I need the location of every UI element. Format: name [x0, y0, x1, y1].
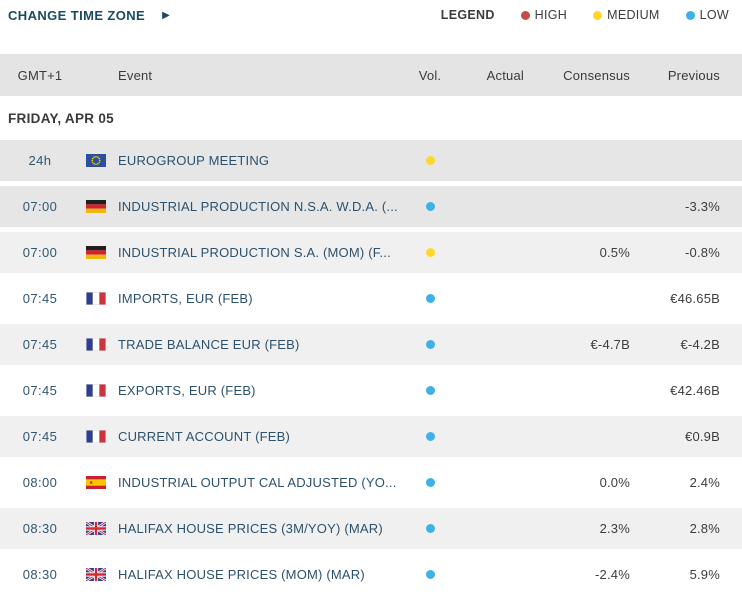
event-row[interactable]: 08:30 HALIFAX HOUSE PRICES (3M/YOY) (MAR… — [0, 508, 742, 549]
legend-item-label: MEDIUM — [607, 8, 660, 22]
event-time: 07:00 — [22, 245, 58, 260]
flag-icon-fr — [80, 338, 112, 351]
event-row[interactable]: 08:30 HALIFAX HOUSE PRICES (MOM) (MAR) -… — [0, 554, 742, 595]
event-title: EXPORTS, EUR (FEB) — [118, 383, 256, 398]
consensus-value: 0.0% — [599, 475, 630, 490]
medium-volatility-dot-icon — [593, 10, 603, 20]
consensus-value: 2.3% — [599, 521, 630, 536]
event-time: 07:45 — [22, 337, 58, 352]
flag-icon-es — [80, 476, 112, 489]
event-rows: 24h EUROGROUP MEETING 07:00 INDUSTRIAL P… — [0, 140, 742, 595]
flag-icon-gb — [80, 568, 112, 581]
flag-icon-fr — [80, 430, 112, 443]
legend-item-label: LOW — [699, 8, 729, 22]
event-time: 07:45 — [22, 383, 58, 398]
legend-item-medium: MEDIUM — [593, 8, 660, 22]
event-title: INDUSTRIAL PRODUCTION N.S.A. W.D.A. (... — [118, 199, 398, 214]
previous-value: €46.65B — [670, 291, 720, 306]
legend: LEGEND HIGH MEDIUM LOW — [441, 8, 729, 22]
volatility-dot-icon — [425, 339, 435, 349]
event-time: 07:00 — [22, 199, 58, 214]
legend-item-label: HIGH — [534, 8, 568, 22]
event-time: 08:30 — [22, 567, 58, 582]
event-title: INDUSTRIAL OUTPUT CAL ADJUSTED (YO... — [118, 475, 397, 490]
column-header-actual: Actual — [486, 67, 524, 83]
event-title: TRADE BALANCE EUR (FEB) — [118, 337, 300, 352]
flag-icon-de — [80, 246, 112, 259]
event-row[interactable]: 07:00 INDUSTRIAL PRODUCTION S.A. (MOM) (… — [0, 232, 742, 273]
toolbar: CHANGE TIME ZONE ▶ LEGEND HIGH MEDIUM LO… — [0, 0, 742, 30]
legend-item-low: LOW — [685, 8, 729, 22]
legend-item-high: HIGH — [520, 8, 568, 22]
change-time-zone-label: CHANGE TIME ZONE — [8, 8, 146, 23]
event-time: 08:30 — [22, 521, 58, 536]
column-header-event: Event — [118, 67, 153, 83]
consensus-value: 0.5% — [599, 245, 630, 260]
event-title: HALIFAX HOUSE PRICES (3M/YOY) (MAR) — [118, 521, 383, 536]
previous-value: €-4.2B — [680, 337, 720, 352]
previous-value: €42.46B — [670, 383, 720, 398]
volatility-dot-icon — [425, 431, 435, 441]
event-row[interactable]: 07:00 INDUSTRIAL PRODUCTION N.S.A. W.D.A… — [0, 186, 742, 227]
flag-icon-fr — [80, 292, 112, 305]
volatility-dot-icon — [425, 293, 435, 303]
volatility-cell — [408, 290, 452, 308]
previous-value: -0.8% — [685, 245, 720, 260]
column-header-previous: Previous — [667, 67, 720, 83]
legend-title: LEGEND — [440, 8, 495, 22]
volatility-dot-icon — [425, 569, 435, 579]
event-time: 24h — [28, 153, 52, 168]
volatility-cell — [408, 382, 452, 400]
volatility-cell — [408, 566, 452, 584]
event-title: CURRENT ACCOUNT (FEB) — [118, 429, 291, 444]
volatility-cell — [408, 198, 452, 216]
event-time: 07:45 — [22, 291, 58, 306]
previous-value: 2.8% — [689, 521, 720, 536]
volatility-cell — [408, 152, 452, 170]
event-title: HALIFAX HOUSE PRICES (MOM) (MAR) — [118, 567, 365, 582]
event-title: INDUSTRIAL PRODUCTION S.A. (MOM) (F... — [118, 245, 391, 260]
table-header: GMT+1 Event Vol. Actual Consensus Previo… — [0, 54, 742, 96]
volatility-dot-icon — [425, 201, 435, 211]
event-title: IMPORTS, EUR (FEB) — [118, 291, 253, 306]
event-time: 07:45 — [22, 429, 58, 444]
volatility-dot-icon — [425, 385, 435, 395]
event-row[interactable]: 07:45 EXPORTS, EUR (FEB) €42.46B — [0, 370, 742, 411]
flag-icon-eu — [80, 154, 112, 167]
volatility-cell — [408, 428, 452, 446]
column-header-time: GMT+1 — [17, 67, 63, 83]
column-header-vol: Vol. — [418, 67, 442, 83]
previous-value: €0.9B — [685, 429, 720, 444]
previous-value: -3.3% — [685, 199, 720, 214]
volatility-cell — [408, 336, 452, 354]
event-row[interactable]: 08:00 INDUSTRIAL OUTPUT CAL ADJUSTED (YO… — [0, 462, 742, 503]
date-section-header: FRIDAY, APR 05 — [0, 96, 742, 140]
volatility-cell — [408, 474, 452, 492]
date-label: FRIDAY, APR 05 — [8, 110, 114, 126]
flag-icon-de — [80, 200, 112, 213]
previous-value: 5.9% — [689, 567, 720, 582]
volatility-dot-icon — [425, 477, 435, 487]
consensus-value: -2.4% — [595, 567, 630, 582]
volatility-cell — [408, 244, 452, 262]
change-time-zone-button[interactable]: CHANGE TIME ZONE ▶ — [8, 8, 170, 23]
event-row[interactable]: 07:45 IMPORTS, EUR (FEB) €46.65B — [0, 278, 742, 319]
high-volatility-dot-icon — [520, 10, 530, 20]
column-header-consensus: Consensus — [563, 67, 630, 83]
flag-icon-fr — [80, 384, 112, 397]
event-time: 08:00 — [22, 475, 58, 490]
previous-value: 2.4% — [689, 475, 720, 490]
volatility-cell — [408, 520, 452, 538]
low-volatility-dot-icon — [685, 10, 695, 20]
volatility-dot-icon — [425, 155, 435, 165]
flag-icon-gb — [80, 522, 112, 535]
chevron-right-icon: ▶ — [162, 9, 170, 21]
consensus-value: €-4.7B — [590, 337, 630, 352]
event-row[interactable]: 24h EUROGROUP MEETING — [0, 140, 742, 181]
event-title: EUROGROUP MEETING — [118, 153, 270, 168]
volatility-dot-icon — [425, 247, 435, 257]
event-row[interactable]: 07:45 CURRENT ACCOUNT (FEB) €0.9B — [0, 416, 742, 457]
volatility-dot-icon — [425, 523, 435, 533]
event-row[interactable]: 07:45 TRADE BALANCE EUR (FEB) €-4.7B €-4… — [0, 324, 742, 365]
